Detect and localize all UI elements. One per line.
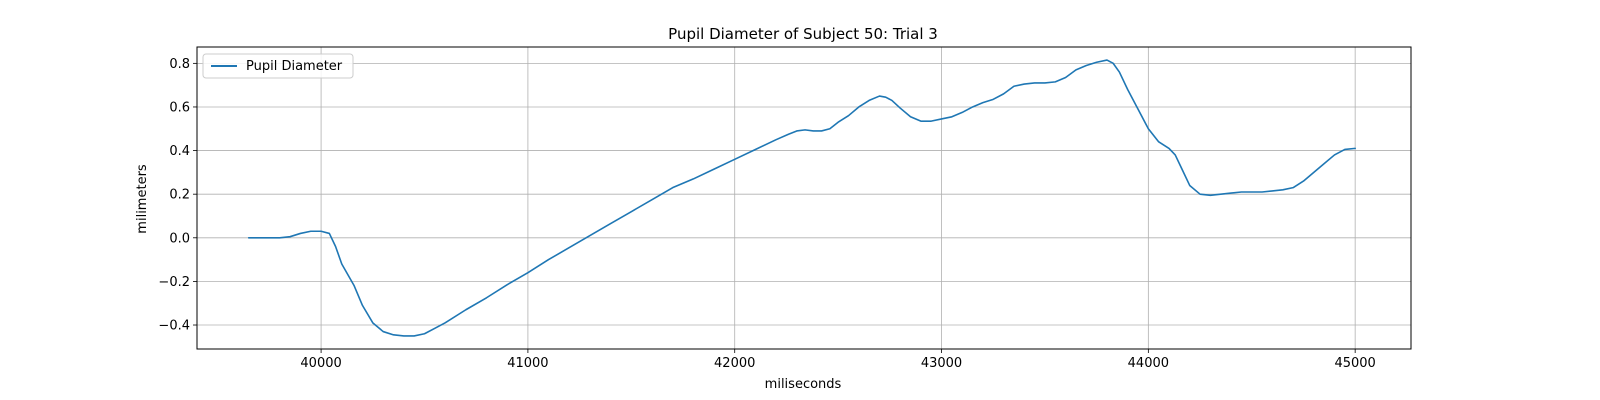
x-tick-label: 43000: [921, 356, 962, 371]
legend-label: Pupil Diameter: [246, 59, 343, 74]
x-axis-label: miliseconds: [765, 377, 842, 392]
series-layer: [247, 59, 1356, 337]
x-tick-label: 44000: [1128, 356, 1169, 371]
x-tick-label: 41000: [507, 356, 548, 371]
plot-area-frame: [196, 46, 1412, 350]
y-tick-label: 0.6: [169, 100, 190, 115]
grid: [197, 47, 1411, 349]
chart-title: Pupil Diameter of Subject 50: Trial 3: [668, 25, 938, 43]
y-tick-label: −0.4: [158, 319, 190, 334]
series-line-pupil-diameter: [247, 59, 1356, 337]
legend: Pupil Diameter: [202, 53, 354, 79]
x-tick-label: 40000: [300, 356, 341, 371]
x-tick-label: 45000: [1334, 356, 1375, 371]
y-tick-label: 0.2: [169, 188, 190, 203]
y-axis-label: milimeters: [135, 164, 150, 234]
legend-box: [202, 53, 354, 79]
y-tick-label: −0.2: [158, 275, 190, 290]
y-tick-label: 0.8: [169, 57, 190, 72]
x-tick-label: 42000: [714, 356, 755, 371]
ticks: 40000 41000 42000 43000 44000 45000 −0.4 −0.2 0.…: [158, 57, 1375, 371]
y-tick-label: 0.0: [169, 231, 190, 246]
y-tick-label: 0.4: [169, 144, 190, 159]
